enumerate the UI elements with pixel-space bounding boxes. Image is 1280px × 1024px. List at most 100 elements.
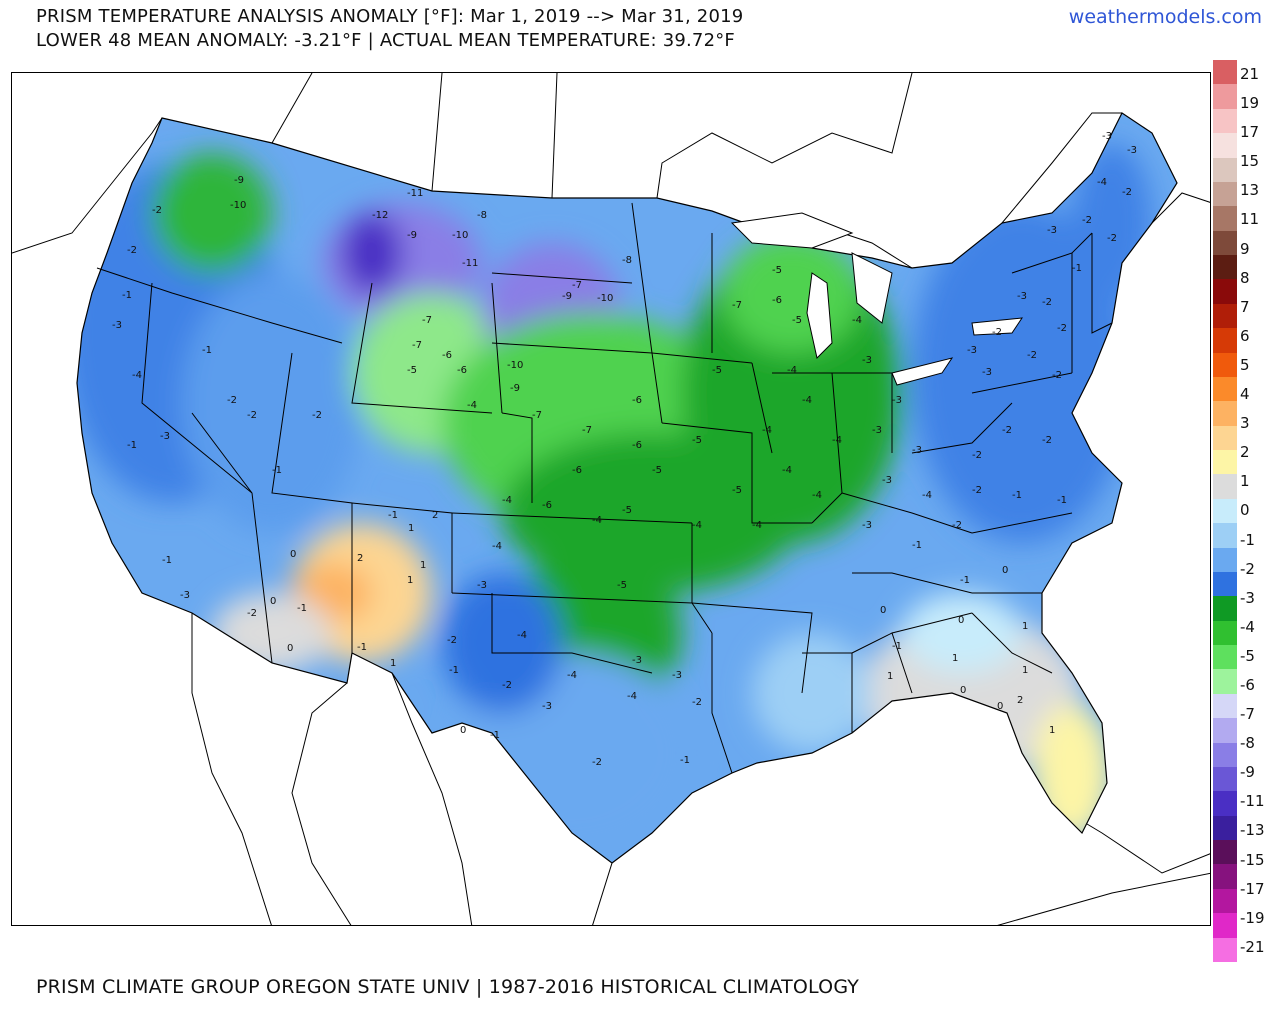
anomaly-label: -5	[622, 505, 632, 516]
legend-label: -6	[1240, 675, 1255, 694]
legend-label: -2	[1240, 559, 1255, 578]
anomaly-label: 0	[287, 643, 293, 654]
anomaly-label: -5	[652, 465, 662, 476]
south-labels: -4 -3 -5 -4 -3 -2 -3 -4 -2 -1 -2 -3 -4 -…	[460, 541, 702, 768]
anomaly-label: -4	[787, 365, 797, 376]
anomaly-label: -1	[449, 665, 459, 676]
anomaly-label: -2	[992, 327, 1002, 338]
anomaly-label: -5	[407, 365, 417, 376]
legend-swatch	[1213, 133, 1237, 158]
legend-label: -11	[1240, 792, 1265, 811]
anomaly-label: -6	[457, 365, 467, 376]
legend-swatch	[1213, 620, 1237, 645]
anomaly-label: 2	[1017, 695, 1023, 706]
anomaly-label: -2	[127, 245, 137, 256]
anomaly-label: -1	[1012, 490, 1022, 501]
anomaly-label: -2	[1122, 187, 1132, 198]
anomaly-label: -3	[160, 431, 170, 442]
legend-label: 5	[1240, 355, 1250, 374]
anomaly-label: -2	[692, 697, 702, 708]
legend-label: 3	[1240, 414, 1250, 433]
anomaly-label: -6	[442, 350, 452, 361]
legend-label: 6	[1240, 326, 1250, 345]
anomaly-label: -2	[502, 680, 512, 691]
legend-label: -9	[1240, 763, 1255, 782]
legend-label: -1	[1240, 530, 1255, 549]
anomaly-label: -2	[952, 520, 962, 531]
legend-label: -17	[1240, 879, 1265, 898]
legend-label: -5	[1240, 646, 1255, 665]
anomaly-field	[77, 113, 1177, 863]
anomaly-label: -8	[622, 255, 632, 266]
anomaly-label: -1	[490, 730, 500, 741]
anomaly-label: 0	[290, 549, 296, 560]
anomaly-label: -3	[1102, 131, 1112, 142]
legend-swatch	[1213, 279, 1237, 304]
anomaly-label: -9	[234, 175, 244, 186]
legend-swatch	[1213, 474, 1237, 499]
southeast-labels: 0 1 0 -1 1 0 1 2 1 0 -1 1 0	[880, 565, 1055, 736]
anomaly-label: 0	[958, 615, 964, 626]
anomaly-label: -4	[492, 541, 502, 552]
brand-link[interactable]: weathermodels.com	[1068, 6, 1262, 28]
anomaly-label: -1	[1072, 263, 1082, 274]
anomaly-label: -9	[510, 383, 520, 394]
anomaly-label: -9	[407, 230, 417, 241]
legend-swatch	[1213, 742, 1237, 767]
anomaly-label: -4	[782, 465, 792, 476]
legend-swatch	[1213, 888, 1237, 914]
anomaly-label: -4	[592, 515, 602, 526]
anomaly-label: -4	[132, 370, 142, 381]
anomaly-label: -2	[972, 485, 982, 496]
anomaly-label: -3	[967, 345, 977, 356]
anomaly-label: -3	[912, 445, 922, 456]
legend-label: -21	[1240, 937, 1265, 956]
anomaly-label: -2	[1027, 350, 1037, 361]
anomaly-label: -2	[1107, 233, 1117, 244]
anomaly-label: -7	[572, 280, 582, 291]
anomaly-label: -3	[1017, 291, 1027, 302]
map-title: PRISM TEMPERATURE ANALYSIS ANOMALY [°F]:…	[36, 6, 744, 27]
anomaly-label: -3	[892, 395, 902, 406]
anomaly-label: -1	[357, 642, 367, 653]
legend-swatch	[1213, 498, 1237, 524]
legend-swatch	[1213, 157, 1237, 182]
anomaly-label: -3	[872, 425, 882, 436]
legend-label: 9	[1240, 239, 1250, 258]
anomaly-label: -7	[732, 300, 742, 311]
legend-label: 7	[1240, 297, 1250, 316]
legend-swatch	[1213, 425, 1237, 450]
legend-swatch	[1213, 669, 1237, 694]
legend-label: -4	[1240, 617, 1255, 636]
legend-label: 0	[1240, 501, 1250, 520]
anomaly-label: -2	[447, 635, 457, 646]
anomaly-label: -1	[680, 755, 690, 766]
east-labels: -3 -2 -4 -3 -2 -1 -2 -3 -1 -2 -2 -1	[862, 425, 1067, 551]
ne-region-labels: -3 -3 -2 -4 -2 -2 -3 -1 -3 -2 -2 -2 -3 -…	[967, 131, 1137, 381]
anomaly-label: 0	[997, 701, 1003, 712]
mountain-labels: -9 -10 -11 -12 -9 -8 -10 -11 -7 -6 -7 -5…	[230, 175, 523, 411]
legend-label: -8	[1240, 734, 1255, 753]
anomaly-label: -2	[152, 205, 162, 216]
anomaly-label: -4	[802, 395, 812, 406]
anomaly-label: -7	[582, 425, 592, 436]
legend-label: 19	[1240, 94, 1260, 113]
color-scale-labels: 21 19 17 15 13 11 9 8 7 6 5 4 3 2 1 0 -1 -2 -3 -4 -5 -6 -7 -8 -9…	[1240, 60, 1280, 962]
anomaly-label: -2	[1057, 323, 1067, 334]
anomaly-label: -1	[892, 641, 902, 652]
anomaly-label: -3	[882, 475, 892, 486]
anomaly-label: -4	[1097, 177, 1107, 188]
legend-swatch	[1213, 328, 1237, 353]
anomaly-label: -5	[792, 315, 802, 326]
legend-label: 17	[1240, 123, 1260, 142]
anomaly-label: -9	[562, 291, 572, 302]
anomaly-label: -1	[912, 540, 922, 551]
legend-swatch	[1213, 913, 1237, 938]
anomaly-label: -2	[227, 395, 237, 406]
legend-swatch	[1213, 547, 1237, 572]
anomaly-label: -1	[960, 575, 970, 586]
legend-swatch	[1213, 108, 1237, 134]
anomaly-label: -3	[862, 520, 872, 531]
anomaly-label: 1	[1022, 665, 1028, 676]
anomaly-label: -3	[180, 590, 190, 601]
